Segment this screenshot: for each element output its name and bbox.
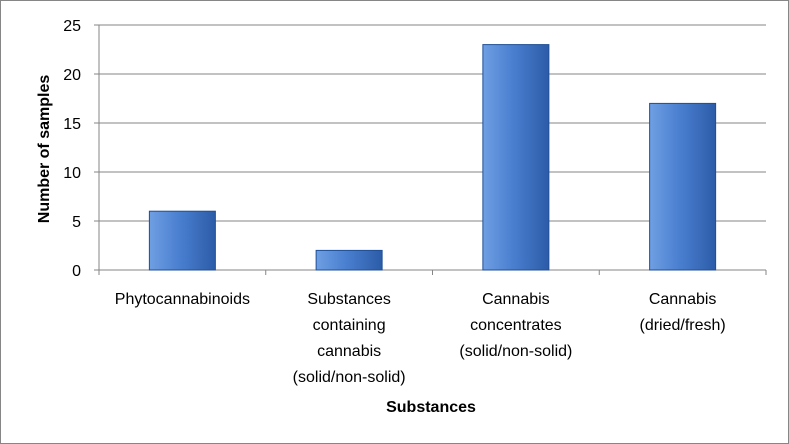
x-axis-title: Substances [386, 399, 476, 416]
y-tick-label: 10 [63, 165, 81, 182]
y-tick-label: 20 [63, 67, 81, 84]
y-tick-label: 15 [63, 116, 81, 133]
x-tick-label: Cannabis concentrates (solid/non-solid) [459, 291, 572, 360]
bar [148, 210, 216, 271]
y-tick-label: 25 [63, 18, 81, 35]
x-tick-label: Phytocannabinoids [115, 291, 250, 308]
x-tick-label: Substances containing cannabis (solid/non-s… [293, 291, 406, 386]
bar [649, 102, 717, 271]
bar [315, 249, 383, 271]
y-tick-label: 5 [72, 214, 81, 231]
bars [148, 44, 717, 271]
y-tick-label: 0 [72, 263, 81, 280]
y-axis-title: Number of samples [36, 75, 53, 224]
x-tick-label: Cannabis (dried/fresh) [640, 291, 726, 334]
x-tick-labels: Phytocannabinoids Substances containing can… [115, 291, 726, 386]
y-tick-labels: 0 5 10 15 20 25 [63, 18, 81, 280]
bar [482, 44, 550, 271]
